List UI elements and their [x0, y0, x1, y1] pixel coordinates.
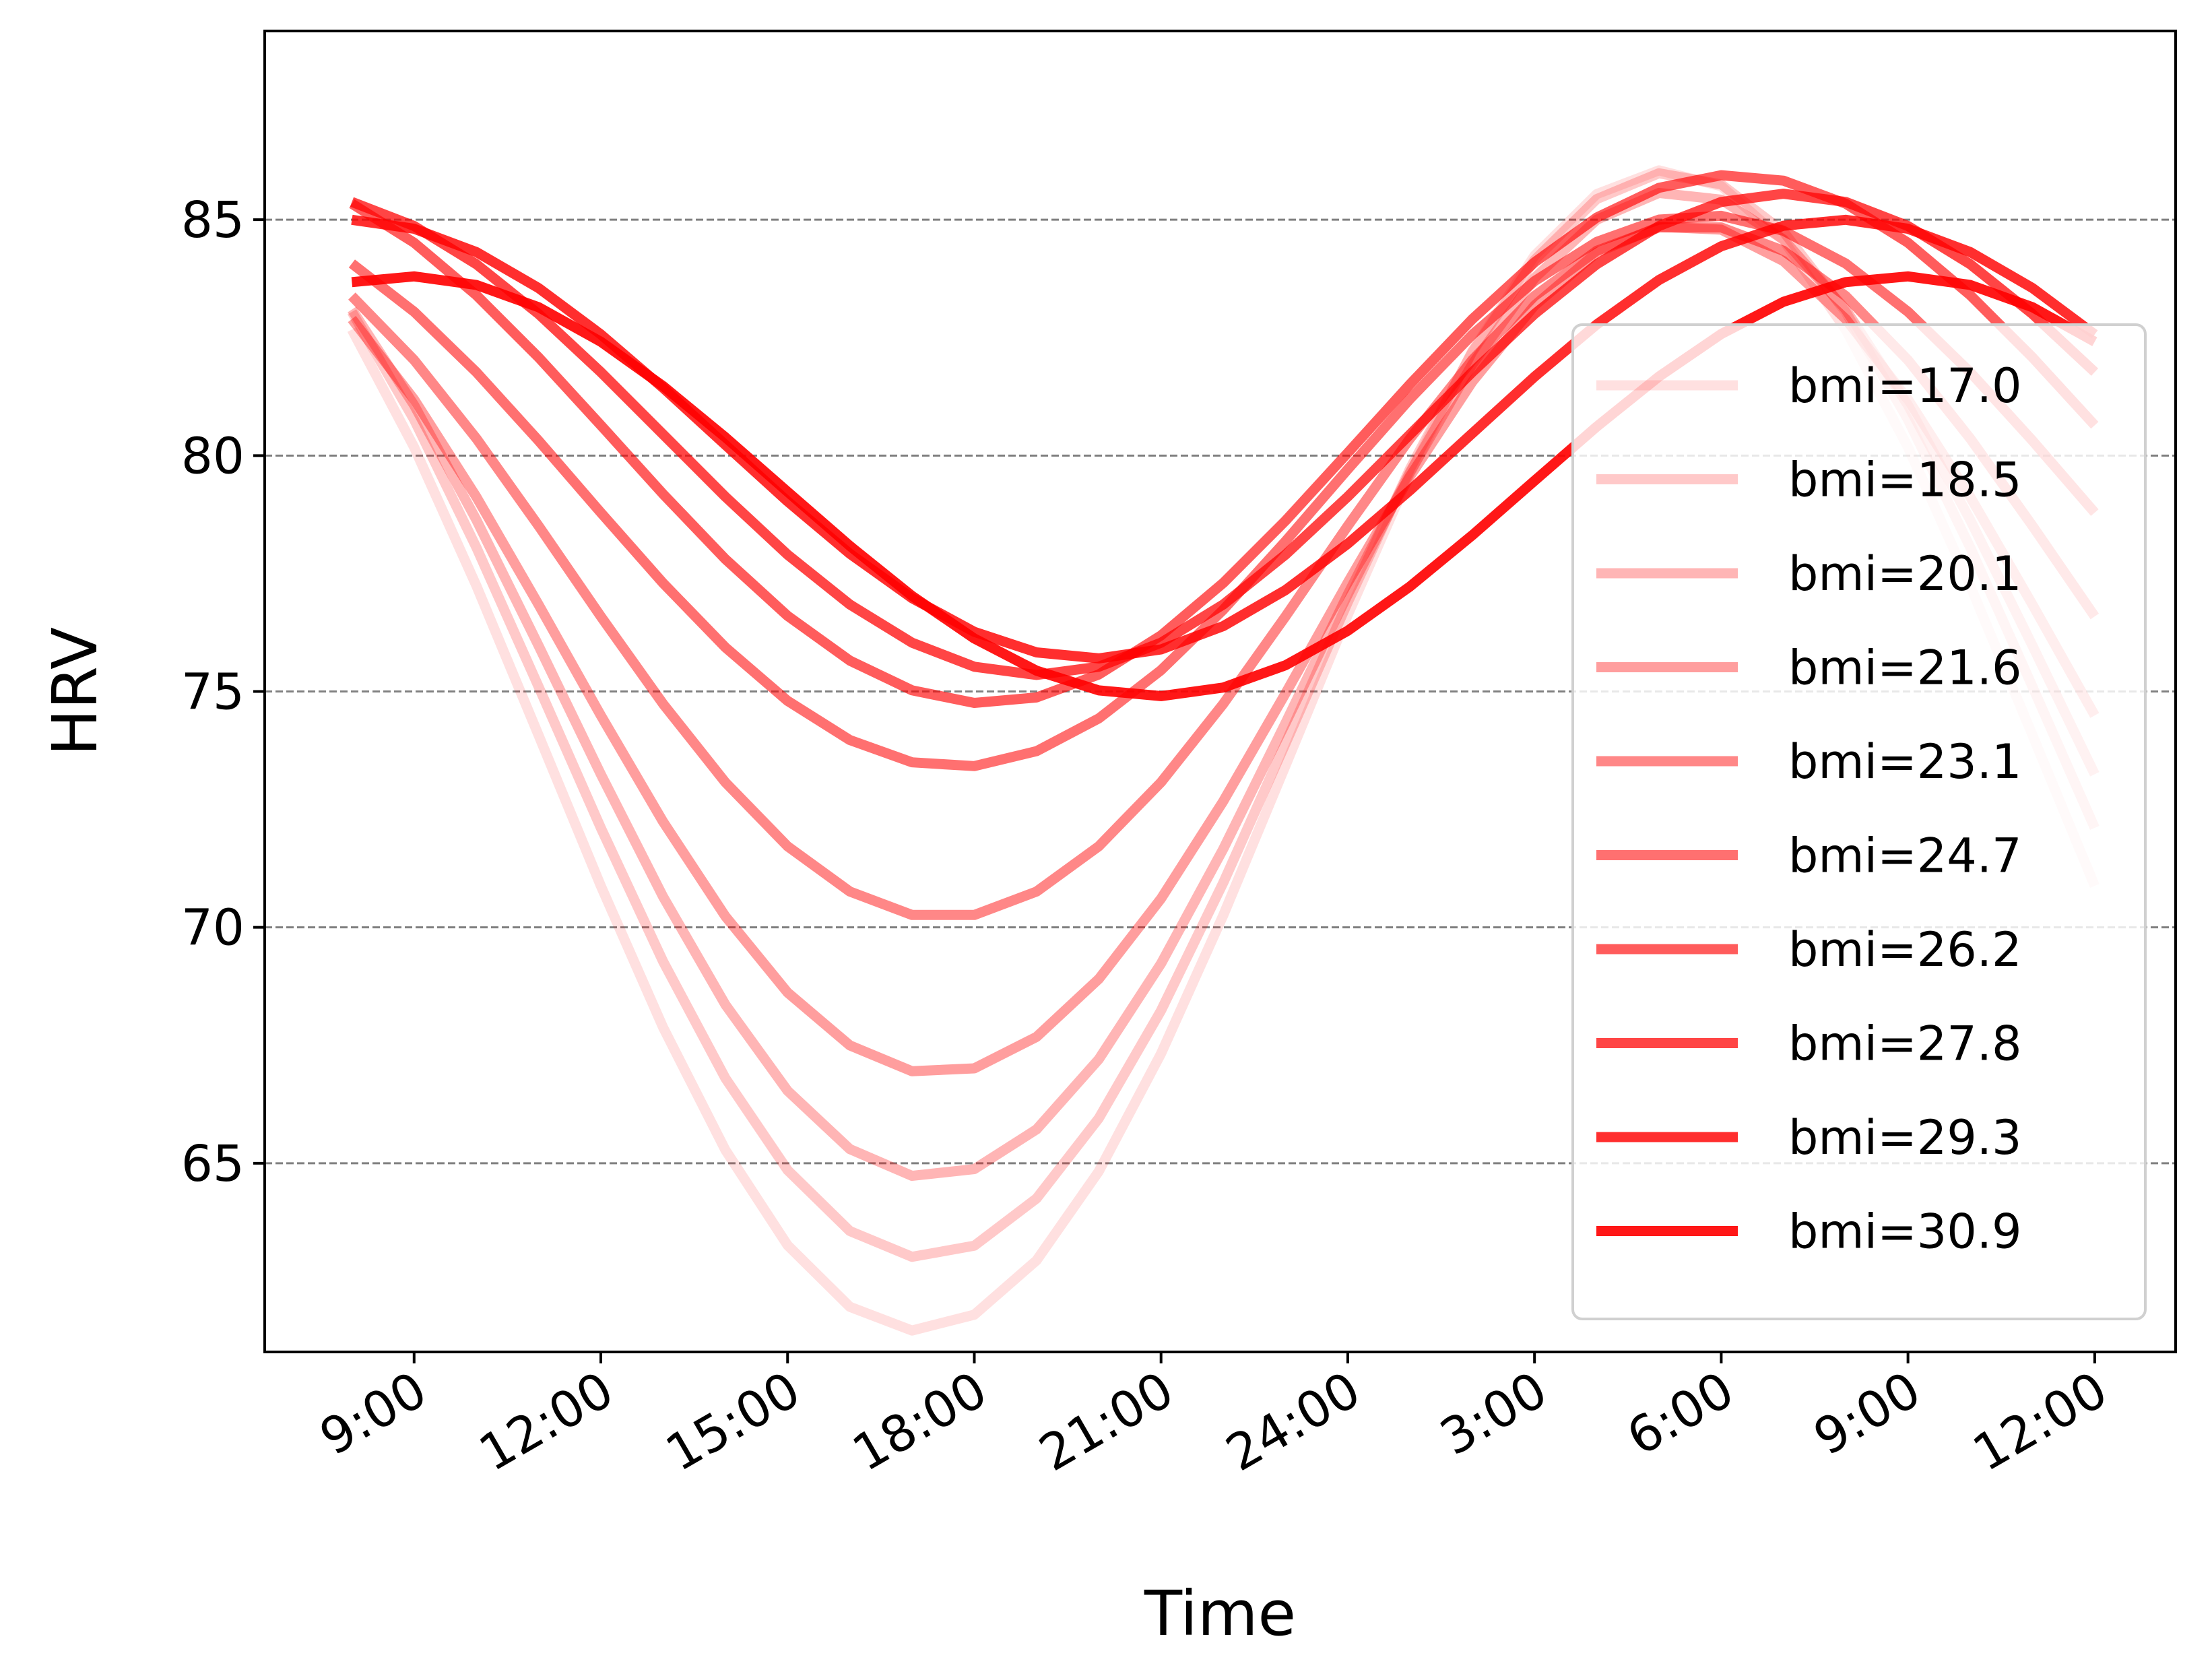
x-tick-label-5: 24:00	[1216, 1361, 1370, 1483]
series-line-7	[350, 189, 2099, 680]
series-line-6	[349, 170, 2099, 708]
series-line-4	[348, 222, 2100, 920]
x-tick-label-6: 3:00	[1431, 1361, 1557, 1467]
series-line-9	[351, 271, 2097, 701]
x-tick-label-4: 21:00	[1030, 1361, 1183, 1483]
y-tick-label-0: 65	[181, 1135, 245, 1193]
series-line-2	[348, 187, 2100, 1182]
legend-label-8: bmi=29.3	[1788, 1110, 2022, 1165]
legend-box	[1571, 323, 2147, 1320]
x-tick-label-3: 18:00	[843, 1361, 997, 1483]
y-axis-ticks: 65 70 75 80 85	[181, 191, 265, 1193]
series-line-3	[348, 222, 2100, 1076]
series-line-1	[347, 168, 2100, 1262]
x-tick-label-2: 15:00	[657, 1361, 810, 1483]
x-tick-label-8: 9:00	[1804, 1361, 1930, 1467]
y-tick-label-2: 75	[181, 664, 245, 721]
y-tick-label-1: 70	[181, 899, 245, 957]
y-tick-label-3: 80	[181, 427, 245, 485]
legend-label-3: bmi=21.6	[1788, 641, 2022, 696]
x-axis-title: Time	[1144, 1578, 1296, 1650]
legend-label-4: bmi=23.1	[1788, 734, 2022, 789]
legend-label-5: bmi=24.7	[1788, 829, 2022, 884]
legend-label-6: bmi=26.2	[1788, 922, 2022, 977]
series-lines	[347, 165, 2100, 1336]
x-axis-ticks: 9:00 12:00 15:00 18:00 21:00 24:00 3:00 6:00 9:0…	[311, 1352, 2117, 1483]
series-line-0	[347, 165, 2100, 1336]
legend-label-9: bmi=30.9	[1788, 1204, 2022, 1260]
y-tick-label-4: 85	[181, 191, 245, 249]
x-tick-label-7: 6:00	[1617, 1361, 1743, 1467]
legend-label-2: bmi=20.1	[1788, 546, 2022, 602]
legend: bmi=17.0 bmi=18.5 bmi=20.1 bmi=21.6 bmi=23.1…	[1571, 323, 2147, 1320]
y-axis-title: HRV	[39, 627, 111, 756]
x-tick-label-1: 12:00	[469, 1361, 623, 1483]
legend-label-1: bmi=18.5	[1788, 453, 2022, 508]
legend-label-7: bmi=27.8	[1788, 1016, 2022, 1072]
legend-label-0: bmi=17.0	[1788, 358, 2022, 414]
x-tick-label-0: 9:00	[311, 1361, 436, 1467]
x-tick-label-9: 12:00	[1963, 1361, 2117, 1483]
